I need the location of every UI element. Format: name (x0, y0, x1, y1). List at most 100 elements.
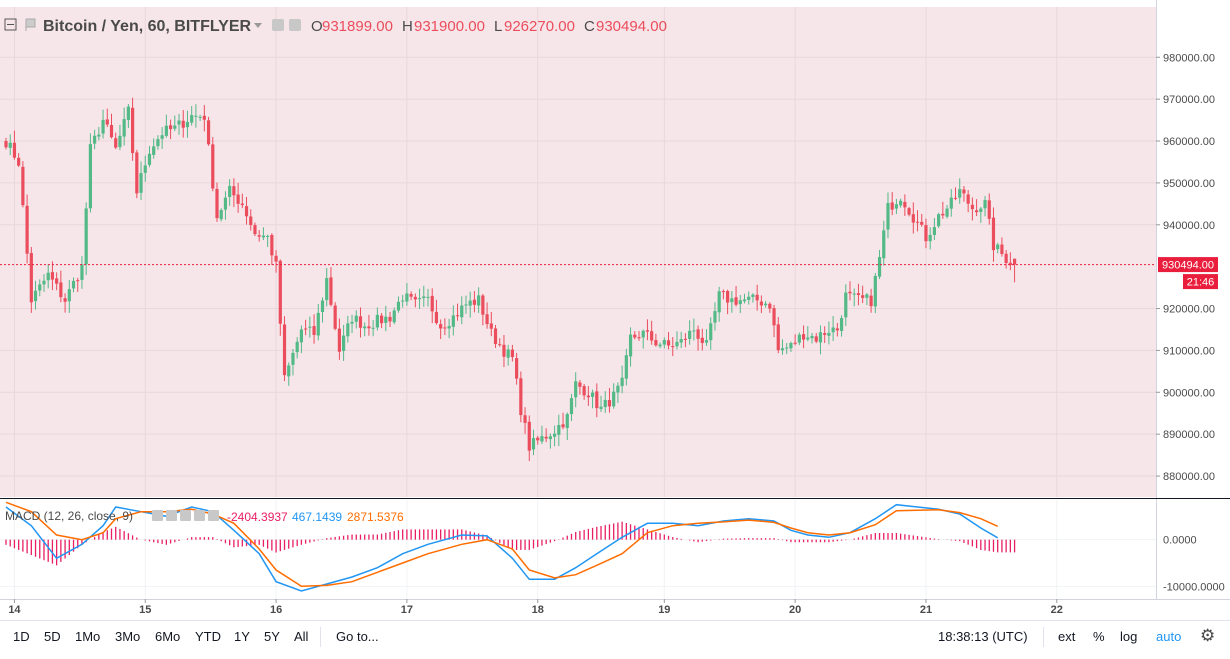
candle-body (586, 395, 590, 398)
candle-body (527, 421, 531, 451)
symbol-title[interactable]: Bitcoin / Yen, 60, BITFLYER (43, 18, 252, 35)
macd-tick-label: 0.0000 (1163, 535, 1197, 547)
bottom-toolbar: 1D 5D 1Mo 3Mo 6Mo YTD 1Y 5Y All Go to...… (0, 620, 1230, 655)
countdown-text: 21:46 (1187, 277, 1215, 289)
candle-body (645, 330, 650, 332)
candle-body (50, 272, 55, 280)
price-tick-label: 900000.00 (1163, 387, 1215, 399)
settings-icon[interactable] (289, 19, 301, 31)
arrow-down-icon[interactable] (194, 510, 205, 521)
candle-body (388, 316, 392, 322)
percent-toggle[interactable]: % (1093, 629, 1105, 644)
time-axis[interactable]: 14 15 16 17 18 19 20 21 22 (8, 599, 1063, 616)
candle-body (287, 365, 291, 377)
candle-body (122, 119, 126, 137)
gear-icon[interactable]: ⚙ (1200, 626, 1216, 645)
candle-body (827, 332, 831, 336)
candle-body (738, 300, 742, 305)
candle-body (80, 264, 84, 280)
range-ytd-button[interactable]: YTD (195, 629, 221, 644)
range-1y-button[interactable]: 1Y (234, 629, 250, 644)
ext-toggle[interactable]: ext (1058, 629, 1076, 644)
candle-body (603, 399, 607, 408)
auto-toggle[interactable]: auto (1156, 629, 1182, 644)
candle-body (975, 210, 979, 213)
range-1mo-button[interactable]: 1Mo (75, 629, 101, 644)
candle-body (510, 349, 514, 358)
close-icon[interactable] (208, 510, 219, 521)
candle-body (768, 303, 772, 309)
candle-body (97, 134, 101, 137)
candle-body (612, 391, 616, 407)
macd-title[interactable]: MACD (12, 26, close, 9) (5, 509, 133, 523)
open-value: 931899.00 (322, 18, 393, 35)
candle-body (924, 225, 928, 242)
time-tick-label: 18 (532, 604, 544, 616)
candle-body (641, 330, 645, 338)
candle-body (865, 294, 869, 298)
candle-body (126, 106, 130, 120)
range-5d-button[interactable]: 5D (44, 629, 61, 644)
candle-body (392, 310, 396, 323)
candle-body (4, 141, 8, 148)
candle-body (873, 275, 877, 307)
candle-body (84, 208, 88, 265)
candle-body (12, 142, 17, 158)
candle-body (713, 311, 717, 323)
candle-body (63, 298, 67, 302)
settings-icon[interactable] (166, 510, 177, 521)
candle-body (101, 119, 105, 134)
candle-body (624, 355, 628, 379)
candle-body (751, 294, 755, 298)
utc-clock[interactable]: 18:38:13 (UTC) (938, 629, 1028, 644)
candle-body (650, 331, 654, 341)
candle-body (1004, 253, 1008, 264)
log-toggle[interactable]: log (1120, 629, 1138, 644)
candle-body (152, 146, 156, 155)
candle-body (928, 234, 932, 242)
candle-body (544, 436, 548, 439)
range-1d-button[interactable]: 1D (13, 629, 30, 644)
eye-icon[interactable] (272, 19, 284, 31)
macd-hist-value: -2404.3937 (227, 510, 288, 524)
candle-body (519, 378, 523, 416)
range-3mo-button[interactable]: 3Mo (115, 629, 141, 644)
candle-body (920, 221, 924, 225)
candle-body (354, 315, 358, 322)
arrow-up-icon[interactable] (180, 510, 191, 521)
price-pane[interactable] (0, 7, 1156, 497)
chevron-down-icon[interactable] (254, 23, 262, 28)
candle-body (607, 400, 612, 407)
candle-body (536, 437, 540, 441)
candle-body (776, 324, 780, 351)
candle-body (979, 208, 983, 212)
candle-body (67, 289, 71, 302)
price-tick-label: 880000.00 (1163, 471, 1215, 483)
price-axis[interactable]: 980000.00 970000.00 960000.00 950000.00 9400… (1156, 52, 1215, 483)
candle-body (299, 329, 303, 343)
range-6mo-button[interactable]: 6Mo (155, 629, 181, 644)
candle-body (396, 301, 401, 311)
range-5y-button[interactable]: 5Y (264, 629, 280, 644)
candle-body (785, 347, 789, 349)
candle-body (270, 234, 274, 256)
price-tick-label: 920000.00 (1163, 304, 1215, 316)
goto-button[interactable]: Go to... (336, 629, 379, 644)
candle-body (337, 328, 341, 352)
candle-body (33, 290, 38, 302)
candle-body (481, 295, 485, 315)
collapse-icon[interactable] (4, 18, 17, 31)
candle-body (789, 342, 793, 349)
range-all-button[interactable]: All (294, 629, 309, 644)
candle-body (949, 197, 953, 209)
flag-icon[interactable] (25, 18, 36, 31)
candle-body (342, 335, 346, 351)
price-tick-label: 970000.00 (1163, 94, 1215, 106)
eye-icon[interactable] (152, 510, 163, 521)
last-price-text: 930494.00 (1162, 260, 1214, 272)
macd-axis[interactable]: 0.0000 -10000.0000 (1163, 535, 1225, 594)
divider (1043, 627, 1044, 647)
candle-body (742, 299, 747, 302)
